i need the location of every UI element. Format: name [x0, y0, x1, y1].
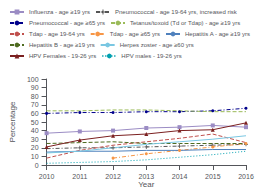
svg-text:Tetanus/toxoid (Td or Tdap) -: Tetanus/toxoid (Td or Tdap) - age ≥19 yr…	[130, 20, 240, 26]
svg-text:HPV Females - 19-26 yrs: HPV Females - 19-26 yrs	[29, 53, 96, 59]
svg-text:Pneumococcal - age ≥65 yrs: Pneumococcal - age ≥65 yrs	[29, 20, 105, 26]
svg-text:Influenza - age ≥19 yrs: Influenza - age ≥19 yrs	[29, 9, 90, 15]
svg-text:2016: 2016	[238, 173, 254, 180]
svg-text:70: 70	[31, 101, 39, 108]
svg-text:50: 50	[31, 119, 39, 126]
svg-text:90: 90	[31, 84, 39, 91]
svg-text:2013: 2013	[139, 173, 155, 180]
svg-text:20: 20	[31, 144, 39, 151]
svg-text:Tdap - age 19-64 yrs: Tdap - age 19-64 yrs	[29, 31, 85, 37]
svg-text:60: 60	[31, 110, 39, 117]
svg-text:Percentage: Percentage	[8, 101, 17, 142]
svg-text:Hepatitis A - age ≥19 yrs: Hepatitis A - age ≥19 yrs	[185, 31, 250, 37]
svg-text:Pneumococcal - age 19-64 yrs,: Pneumococcal - age 19-64 yrs, increased …	[115, 9, 238, 15]
svg-text:80: 80	[31, 93, 39, 100]
svg-text:HPV males - 19-26 yrs: HPV males - 19-26 yrs	[121, 53, 181, 59]
svg-text:Tdap - age ≥65 yrs: Tdap - age ≥65 yrs	[110, 31, 160, 37]
svg-text:100: 100	[27, 76, 39, 83]
svg-text:30: 30	[31, 136, 39, 143]
svg-text:2012: 2012	[105, 173, 121, 180]
svg-text:10: 10	[31, 153, 39, 160]
svg-text:0: 0	[35, 162, 39, 169]
svg-text:2015: 2015	[205, 173, 221, 180]
svg-text:2010: 2010	[39, 173, 55, 180]
svg-text:40: 40	[31, 127, 39, 134]
svg-text:2011: 2011	[72, 173, 87, 180]
svg-text:Year: Year	[138, 180, 155, 189]
svg-text:2014: 2014	[172, 173, 188, 180]
svg-text:Hepatitis B - age ≥19 yrs: Hepatitis B - age ≥19 yrs	[29, 42, 95, 48]
svg-text:Herpes zoster - age ≥60 yrs: Herpes zoster - age ≥60 yrs	[120, 42, 194, 48]
